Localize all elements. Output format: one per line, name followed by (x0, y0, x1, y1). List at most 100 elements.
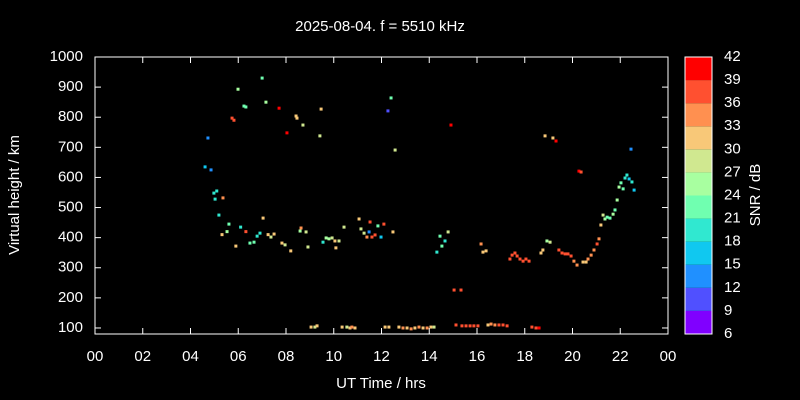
x-tick-label: 18 (516, 348, 533, 365)
data-point (613, 208, 617, 212)
data-point (203, 165, 207, 169)
y-tick-label: 800 (58, 108, 83, 125)
data-point (387, 325, 391, 329)
data-point (299, 226, 303, 230)
data-point (324, 236, 328, 240)
data-point (619, 181, 623, 185)
data-point (449, 123, 453, 127)
data-point (584, 260, 588, 264)
data-point (319, 107, 323, 111)
data-point (508, 257, 512, 261)
x-tick-label: 16 (469, 348, 486, 365)
data-point (252, 240, 256, 244)
data-point (595, 242, 599, 246)
data-point (236, 87, 240, 91)
data-point (515, 254, 519, 258)
data-point (350, 325, 354, 329)
colorbar-segment (685, 126, 712, 150)
data-point (285, 131, 289, 135)
y-tick-label: 600 (58, 168, 83, 185)
data-point (541, 248, 545, 252)
data-point (551, 136, 555, 140)
data-point (348, 326, 352, 330)
data-point (220, 233, 224, 237)
data-point (289, 249, 293, 253)
data-point (318, 134, 322, 138)
data-point (468, 324, 472, 328)
data-point (623, 176, 627, 180)
data-point (484, 249, 488, 253)
colorbar-segment (685, 195, 712, 219)
data-point (489, 322, 493, 326)
data-point (217, 213, 221, 217)
data-point (603, 217, 607, 221)
colorbar-tick-label: 18 (724, 233, 741, 250)
colorbar-tick-label: 9 (724, 302, 732, 319)
y-tick-label: 100 (58, 319, 83, 336)
data-point (353, 326, 357, 330)
data-point (632, 188, 636, 192)
y-tick-label: 500 (58, 199, 83, 216)
data-point (599, 223, 603, 227)
x-tick-label: 20 (564, 348, 581, 365)
data-point (327, 237, 331, 241)
data-point (298, 229, 302, 233)
data-point (493, 323, 497, 327)
data-point (315, 324, 319, 328)
data-point (521, 259, 525, 263)
data-point (232, 118, 236, 122)
data-point (313, 325, 317, 329)
data-point (537, 326, 541, 330)
data-point (524, 257, 528, 261)
data-point (221, 196, 225, 200)
data-point (530, 325, 534, 329)
data-point (272, 232, 276, 236)
data-point (589, 253, 593, 257)
y-tick-label: 200 (58, 289, 83, 306)
data-point (321, 240, 325, 244)
x-tick-label: 06 (230, 348, 247, 365)
colorbar-tick-label: 33 (724, 117, 741, 134)
data-point (548, 240, 552, 244)
data-point (269, 235, 273, 239)
data-point (234, 244, 238, 248)
colorbar-segment (685, 103, 712, 127)
data-point (373, 233, 377, 237)
y-tick-label: 900 (58, 78, 83, 95)
data-point (239, 225, 243, 229)
data-point (266, 233, 270, 237)
colorbar-segment (685, 287, 712, 311)
data-point (405, 326, 409, 330)
x-tick-label: 02 (134, 348, 151, 365)
data-point (617, 185, 621, 189)
x-tick-label: 08 (278, 348, 295, 365)
colorbar-tick-label: 36 (724, 94, 741, 111)
data-point (601, 213, 605, 217)
data-point (534, 326, 538, 330)
data-point (539, 251, 543, 255)
data-point (389, 96, 393, 100)
data-point (340, 325, 344, 329)
data-point (365, 235, 369, 239)
colorbar-segment (685, 241, 712, 265)
data-point (330, 236, 334, 240)
data-point (244, 105, 248, 109)
data-point (212, 191, 216, 195)
data-point (230, 116, 234, 120)
data-point (446, 230, 450, 234)
data-point (359, 227, 363, 231)
data-point (383, 325, 387, 329)
data-point (362, 231, 366, 235)
data-point (479, 242, 483, 246)
colorbar-tick-label: 27 (724, 163, 741, 180)
data-point (545, 239, 549, 243)
data-point (501, 323, 505, 327)
data-point (382, 222, 386, 226)
data-point (486, 323, 490, 327)
data-point (342, 225, 346, 229)
y-tick-label: 300 (58, 259, 83, 276)
data-point (527, 259, 531, 263)
data-point (413, 326, 417, 330)
data-point (333, 239, 337, 243)
